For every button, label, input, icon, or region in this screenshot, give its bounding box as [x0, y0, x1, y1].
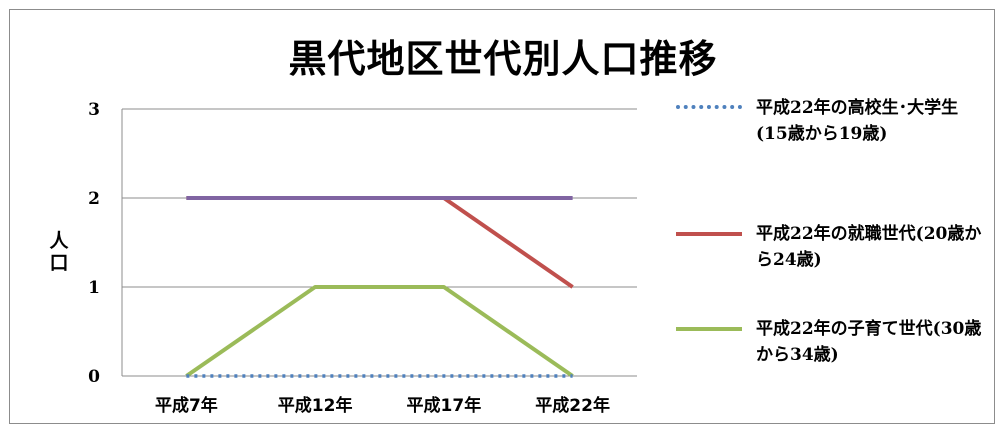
y-tick-label: 1 — [88, 278, 100, 298]
x-tick-label: 平成22年 — [535, 395, 610, 416]
legend-swatch-3 — [676, 327, 742, 331]
legend-label-3: 平成22年の子育て世代(30歳から34歳) — [756, 319, 982, 365]
legend-swatch-1 — [676, 105, 742, 109]
legend-label-1: 平成22年の高校生･大学生(15歳から19歳) — [756, 98, 959, 144]
y-tick-label: 0 — [88, 367, 100, 387]
chart-title: 黒代地区世代別人口推移 — [288, 37, 718, 81]
y-tick-label: 2 — [88, 189, 100, 209]
y-axis-label: 人口 — [49, 230, 69, 274]
series-line-3 — [185, 285, 574, 378]
x-tick-label: 平成12年 — [278, 395, 353, 416]
chart-frame — [9, 9, 995, 424]
legend-label-2: 平成22年の就職世代(20歳から24歳) — [756, 224, 982, 270]
legend-swatch-2 — [676, 232, 742, 236]
x-tick-label: 平成7年 — [155, 395, 218, 416]
series-line-2 — [186, 196, 574, 289]
x-tick-label: 平成17年 — [407, 395, 482, 416]
y-tick-label: 3 — [88, 100, 100, 120]
